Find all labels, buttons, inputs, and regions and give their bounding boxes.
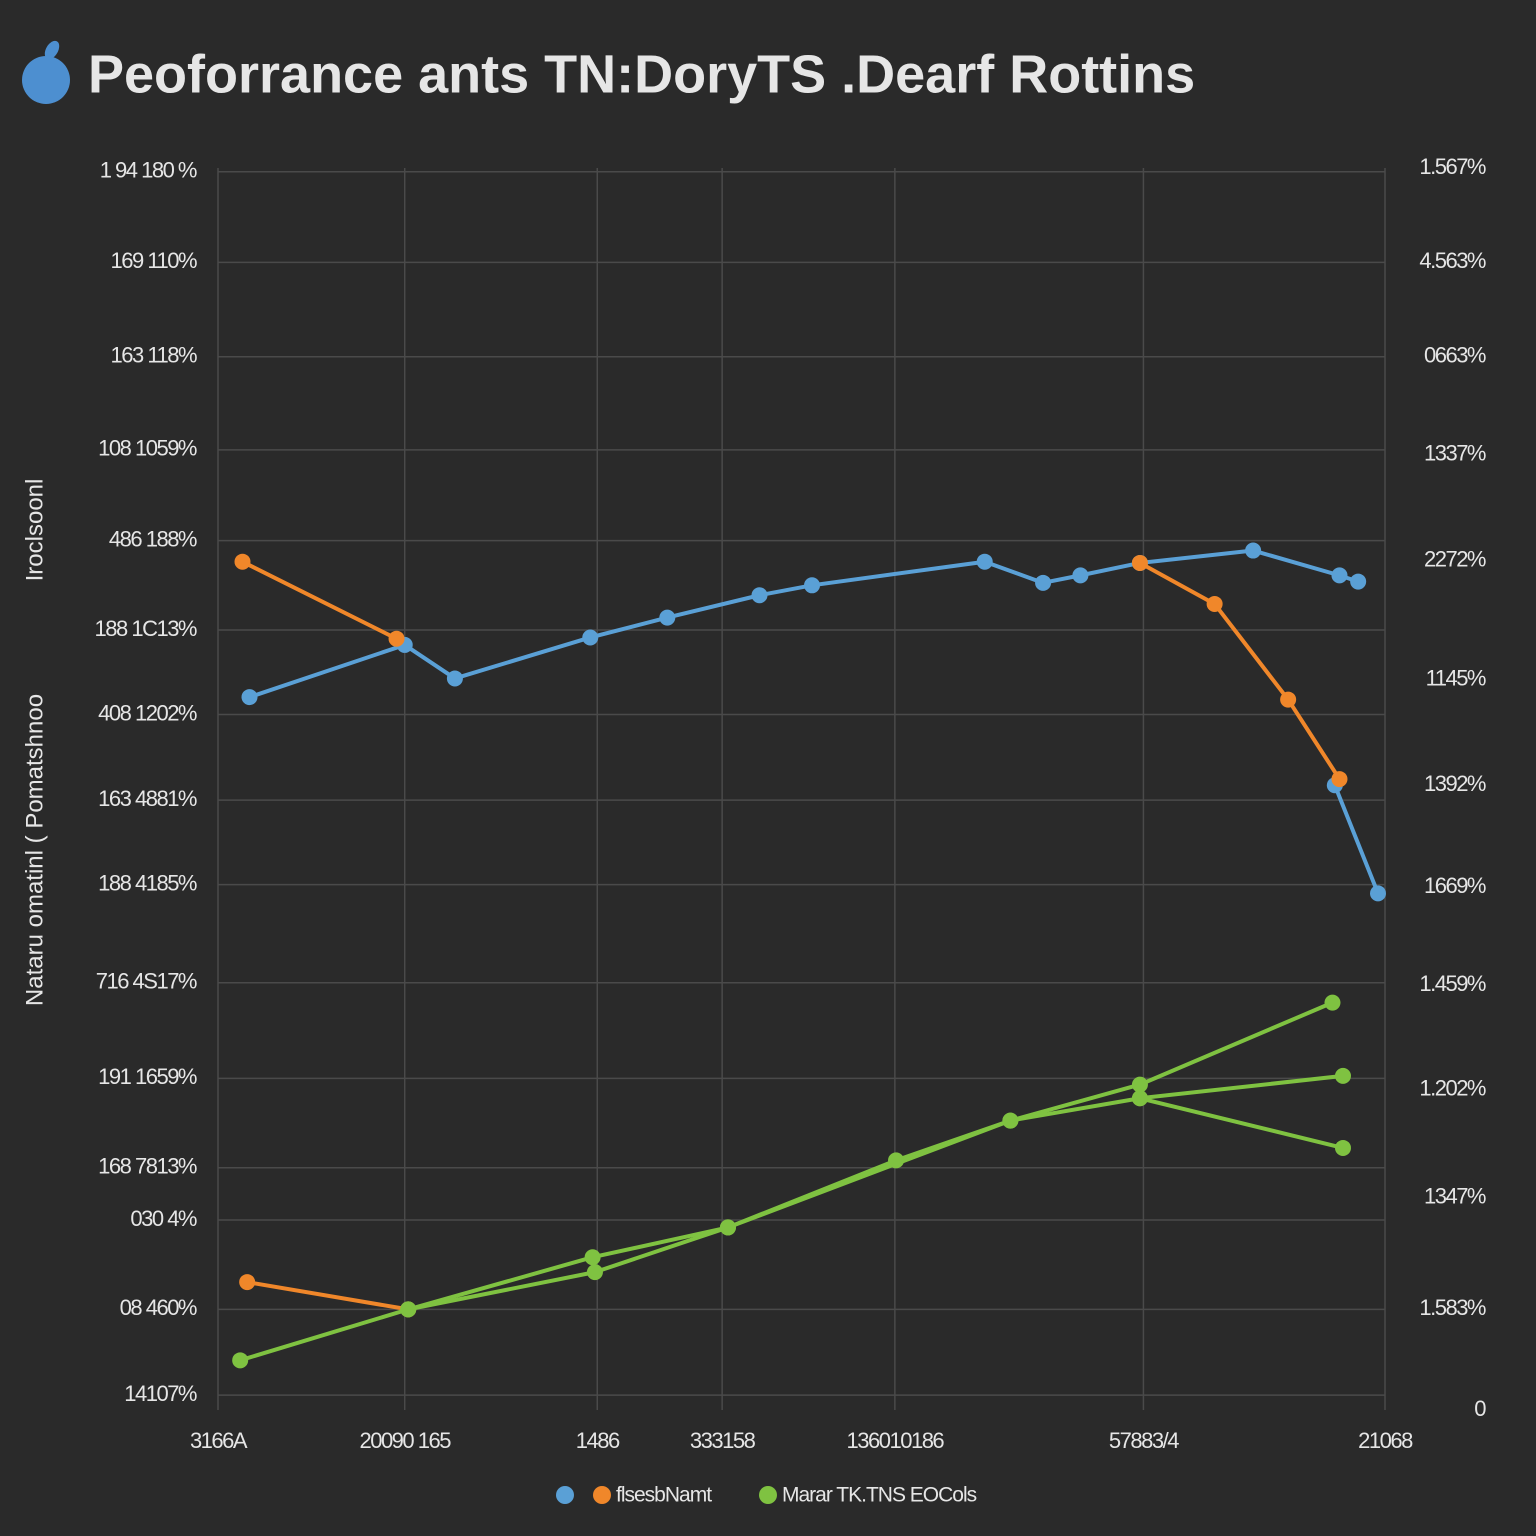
y2-tick-label: 1669% — [1424, 873, 1486, 898]
y2-tick-label: 1145% — [1426, 666, 1486, 691]
series-line — [407, 1073, 1344, 1312]
y2-tick-label: 1392% — [1424, 771, 1486, 796]
x-tick-label: 136010186 — [847, 1428, 945, 1453]
data-point — [976, 553, 993, 570]
data-point — [446, 670, 463, 687]
y2-tick-label: 1.202% — [1419, 1075, 1486, 1100]
series-line — [241, 559, 1342, 1312]
data-point — [1131, 554, 1148, 571]
data-point — [584, 1249, 601, 1266]
logo — [22, 40, 70, 104]
data-point — [1002, 1112, 1019, 1129]
legend-marker — [556, 1486, 574, 1504]
y2-tick-label: 0663% — [1424, 343, 1486, 368]
y-axis-title: Iroclsoonl — [21, 479, 48, 582]
data-point — [234, 553, 251, 570]
y2-tick-label: 0 — [1474, 1396, 1486, 1421]
data-point — [1334, 1067, 1351, 1084]
y2-tick-label: 1347% — [1424, 1183, 1486, 1208]
legend-label: flsesbNamt — [616, 1484, 712, 1507]
y2-tick-label: 4.563% — [1419, 248, 1486, 273]
data-point — [1035, 574, 1052, 591]
data-point — [1245, 542, 1262, 559]
y-tick-label: 168 7813% — [98, 1154, 197, 1179]
x-tick-label: 3166A — [190, 1428, 248, 1453]
y-tick-label: 08 460% — [120, 1295, 197, 1320]
y-tick-label: 188 4185% — [98, 870, 197, 895]
x-tick-label: 20090 165 — [359, 1428, 451, 1453]
y-tick-label: 163 118% — [111, 343, 197, 368]
data-point — [388, 630, 405, 647]
y-tick-label: 191 1659% — [98, 1064, 197, 1089]
series-line — [1139, 1096, 1344, 1150]
x-tick-label: 1486 — [576, 1428, 620, 1453]
data-point — [400, 1301, 417, 1318]
chart-title: Peoforrance ants TN:DoryTS .Dearf Rottin… — [88, 44, 1195, 104]
data-point — [1331, 771, 1348, 788]
data-point — [239, 1274, 256, 1291]
data-point — [804, 577, 821, 594]
y2-tick-label: 1.583% — [1419, 1295, 1486, 1320]
y-tick-label: 169 110% — [111, 248, 197, 273]
legend-marker — [593, 1486, 611, 1504]
data-point — [1072, 567, 1089, 584]
y-tick-label: 1 94 180 % — [100, 158, 197, 183]
y-tick-label: 030 4% — [130, 1206, 197, 1231]
data-point — [582, 629, 599, 646]
y-tick-label: 163 4881% — [98, 786, 197, 811]
y-tick-label: 14107% — [124, 1381, 197, 1406]
data-point — [1131, 1076, 1148, 1093]
data-point — [1331, 567, 1348, 584]
x-tick-label: 21068 — [1358, 1428, 1413, 1453]
data-point — [1280, 691, 1297, 708]
y2-tick-label: 2272% — [1424, 546, 1486, 571]
data-point — [1131, 1090, 1148, 1107]
data-point — [1350, 573, 1367, 590]
y-tick-label: 486 188% — [109, 526, 197, 551]
data-point — [751, 587, 768, 604]
x-tick-label: 57883/4 — [1109, 1428, 1179, 1453]
data-point — [232, 1352, 249, 1369]
data-point — [1206, 595, 1223, 612]
data-point — [241, 689, 258, 706]
y-axis-title: Nataru omatinl ( Pomatshnoo — [21, 694, 48, 1006]
y2-tick-label: 1337% — [1424, 441, 1486, 466]
y-tick-label: 408 1202% — [98, 700, 197, 725]
x-tick-label: 333158 — [690, 1428, 756, 1453]
y2-tick-label: 1.567% — [1419, 154, 1486, 179]
data-point — [1334, 1139, 1351, 1156]
series-line — [248, 548, 1380, 895]
data-point — [1369, 885, 1386, 902]
data-point — [586, 1264, 603, 1281]
data-point — [719, 1219, 736, 1236]
y-tick-label: 716 4S17% — [96, 969, 197, 994]
y-tick-label: 108 1059% — [98, 436, 197, 461]
y-tick-label: 188 1C13% — [95, 616, 197, 641]
y2-tick-label: 1.459% — [1419, 971, 1486, 996]
data-point — [1324, 994, 1341, 1011]
legend-label: Marar TK.TNS EOCols — [782, 1484, 977, 1507]
legend-marker — [759, 1486, 777, 1504]
data-point — [659, 609, 676, 626]
